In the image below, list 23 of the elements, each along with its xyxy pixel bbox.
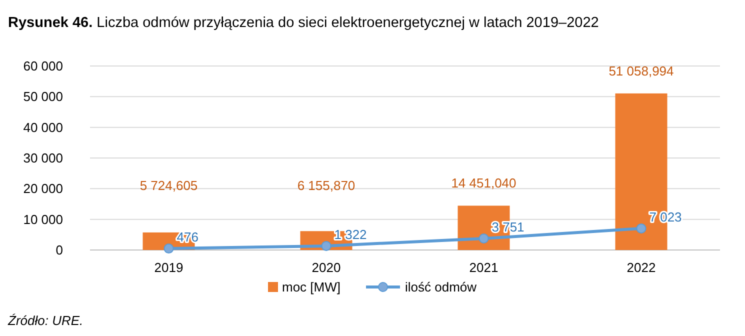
data-label: 5 724,605 [140,178,198,193]
y-tick-label: 0 [56,242,63,258]
y-tick-label: 40 000 [23,120,63,135]
x-tick-label: 2019 [154,260,184,275]
x-tick-label: 2022 [626,260,656,275]
x-tick-label: 2021 [469,260,498,275]
data-label: 6 155,870 [297,178,356,193]
y-tick-label: 50 000 [23,89,63,104]
chart-title: Rysunek 46. Liczba odmów przyłączenia do sieci elektroenergetycznej w latach 2019–2022 [8,15,599,31]
text: Źródło: URE. [7,313,84,328]
x-tick-label: 2020 [312,260,341,275]
y-tick-label: 20 000 [23,181,63,196]
legend-label: moc [MW] [282,280,340,294]
point [636,223,646,234]
point [478,233,489,244]
point [321,240,332,251]
y-tick-label: 30 000 [23,150,63,166]
y-tick-label: 60 000 [23,58,63,74]
data-label: 14 451,040 [451,176,516,191]
data-label: 51 058,994 [608,63,674,78]
legend-label: ilość odmów [405,280,478,294]
y-tick-label: 10 000 [23,212,63,227]
point [164,244,174,254]
